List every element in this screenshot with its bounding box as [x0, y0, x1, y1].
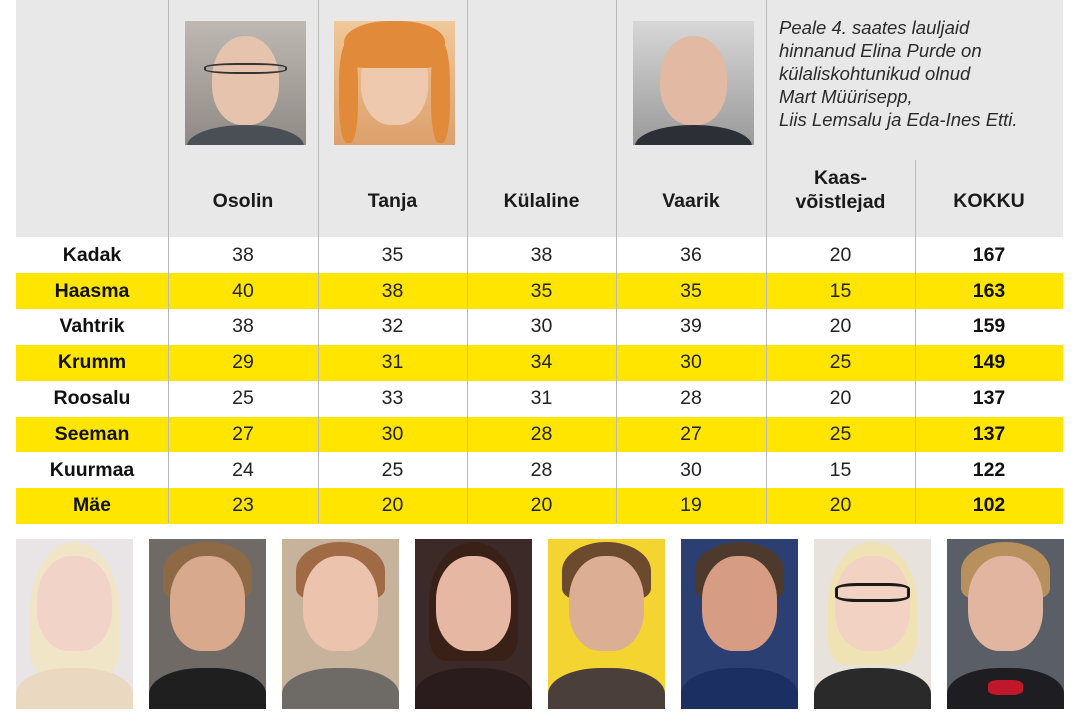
- score-cell: 35: [680, 279, 702, 302]
- score-cell: 25: [829, 422, 852, 445]
- score-cell: 20: [829, 387, 852, 410]
- column-divider: [168, 0, 169, 523]
- table-row: Mäe 23 20 20 19 20 102: [16, 488, 1063, 524]
- score-cell: 33: [381, 387, 404, 410]
- total-cell: 102: [972, 494, 1006, 517]
- score-cell: 35: [381, 243, 404, 266]
- column-header-kaasvoistlejad: Kaas- võistlejad: [795, 167, 886, 213]
- column-divider: [318, 0, 319, 523]
- score-cell: 25: [232, 387, 254, 410]
- total-cell: 137: [972, 387, 1006, 410]
- total-cell: 149: [972, 351, 1006, 374]
- contestant-photo-8: [947, 539, 1064, 709]
- score-cell: 38: [232, 315, 254, 338]
- contestant-photo-3: [282, 539, 399, 709]
- contestant-name: Haasma: [54, 279, 130, 302]
- table-row: Seeman 27 30 28 27 25 137: [16, 416, 1063, 453]
- column-divider: [915, 160, 916, 523]
- total-cell: 122: [972, 458, 1006, 481]
- score-cell: 35: [530, 279, 553, 302]
- score-cell: 31: [381, 351, 404, 374]
- table-row: Kuurmaa 24 25 28 30 15 122: [16, 452, 1063, 488]
- guest-judges-note: Peale 4. saates lauljaid hinnanud Elina …: [779, 17, 1018, 130]
- table-row: Roosalu 25 33 31 28 20 137: [16, 381, 1063, 417]
- score-cell: 38: [232, 243, 254, 266]
- score-cell: 19: [680, 494, 702, 517]
- column-divider: [616, 0, 617, 523]
- total-cell: 137: [972, 422, 1006, 445]
- column-header-kulaline: Külaline: [503, 190, 580, 212]
- judge-vaarik-portrait: [633, 21, 754, 145]
- contestant-photo-7: [814, 539, 931, 709]
- column-divider: [467, 0, 468, 523]
- column-divider: [766, 0, 767, 523]
- score-cell: 15: [829, 458, 852, 481]
- contestant-name: Seeman: [54, 422, 130, 445]
- table-row: Kadak 38 35 38 36 20 167: [16, 238, 1063, 274]
- table-row: Haasma 40 38 35 35 15 163: [16, 273, 1063, 310]
- contestant-photo-5: [548, 539, 665, 709]
- score-cell: 40: [232, 279, 254, 302]
- contestant-photo-1: [16, 539, 133, 709]
- judge-tanja-portrait: [334, 21, 455, 145]
- score-cell: 24: [232, 458, 254, 481]
- score-cell: 20: [530, 494, 553, 517]
- score-cell: 38: [530, 243, 553, 266]
- score-cell: 34: [530, 351, 553, 374]
- contestant-photo-4: [415, 539, 532, 709]
- table-row: Krumm 29 31 34 30 25 149: [16, 344, 1063, 381]
- contestant-photo-2: [149, 539, 266, 709]
- score-cell: 30: [680, 458, 702, 481]
- score-cell: 28: [530, 422, 553, 445]
- column-header-kokku: KOKKU: [953, 190, 1025, 212]
- score-cell: 15: [829, 279, 852, 302]
- score-cell: 32: [381, 315, 404, 338]
- score-cell: 36: [680, 243, 702, 266]
- total-cell: 159: [972, 315, 1006, 338]
- score-cell: 29: [232, 351, 254, 374]
- column-header-tanja: Tanja: [367, 190, 418, 212]
- column-header-vaarik: Vaarik: [662, 190, 720, 212]
- score-cell: 30: [680, 351, 702, 374]
- score-cell: 28: [530, 458, 553, 481]
- score-cell: 20: [829, 243, 852, 266]
- contestant-name: Mäe: [73, 494, 111, 517]
- total-cell: 167: [972, 243, 1006, 266]
- score-cell: 28: [680, 387, 702, 410]
- score-cell: 25: [381, 458, 404, 481]
- contestant-name: Krumm: [57, 351, 127, 374]
- score-cell: 30: [530, 315, 553, 338]
- total-cell: 163: [972, 279, 1006, 302]
- score-cell: 31: [530, 387, 553, 410]
- table-row: Vahtrik 38 32 30 39 20 159: [16, 309, 1063, 345]
- score-cell: 20: [381, 494, 404, 517]
- score-cell: 30: [381, 422, 404, 445]
- score-cell: 20: [829, 315, 852, 338]
- contestant-name: Kuurmaa: [49, 458, 135, 481]
- score-cell: 38: [381, 279, 404, 302]
- column-header-osolin: Osolin: [212, 190, 274, 212]
- score-cell: 27: [680, 422, 702, 445]
- score-cell: 27: [232, 422, 254, 445]
- score-cell: 25: [829, 351, 852, 374]
- contestant-name: Kadak: [62, 243, 122, 266]
- score-cell: 39: [680, 315, 702, 338]
- contestant-name: Vahtrik: [59, 315, 125, 338]
- score-cell: 20: [829, 494, 852, 517]
- judge-osolin-portrait: [185, 21, 306, 145]
- contestant-photo-6: [681, 539, 798, 709]
- score-cell: 23: [232, 494, 254, 517]
- contestant-name: Roosalu: [53, 387, 131, 410]
